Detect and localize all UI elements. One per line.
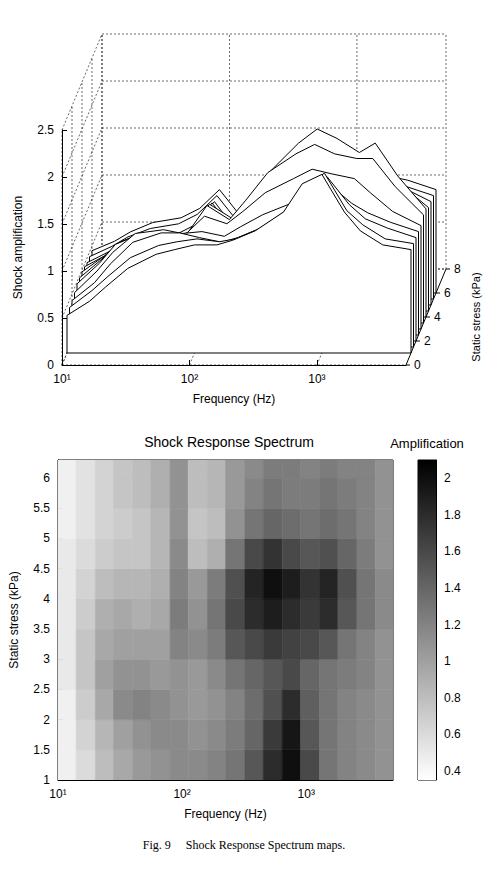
svg-text:1.5: 1.5 bbox=[37, 217, 54, 231]
svg-text:4: 4 bbox=[434, 310, 441, 324]
svg-text:10³: 10³ bbox=[308, 372, 325, 386]
svg-text:1.6: 1.6 bbox=[444, 544, 461, 558]
svg-text:6: 6 bbox=[444, 286, 451, 300]
svg-text:10²: 10² bbox=[181, 372, 198, 386]
svg-text:4: 4 bbox=[43, 592, 50, 606]
svg-text:Static stress (kPa): Static stress (kPa) bbox=[470, 272, 482, 361]
svg-text:Shock amplification: Shock amplification bbox=[11, 196, 25, 299]
svg-text:2.5: 2.5 bbox=[37, 123, 54, 137]
svg-text:10³: 10³ bbox=[298, 787, 315, 801]
svg-text:1: 1 bbox=[47, 264, 54, 278]
svg-text:6: 6 bbox=[43, 471, 50, 485]
svg-text:0: 0 bbox=[47, 358, 54, 372]
svg-text:2: 2 bbox=[43, 713, 50, 727]
svg-text:2: 2 bbox=[424, 334, 431, 348]
svg-text:10¹: 10¹ bbox=[53, 372, 70, 386]
svg-text:Shock Response Spectrum: Shock Response Spectrum bbox=[144, 434, 314, 450]
svg-text:Frequency (Hz): Frequency (Hz) bbox=[184, 807, 267, 821]
svg-text:0.4: 0.4 bbox=[444, 764, 461, 778]
svg-text:8: 8 bbox=[454, 262, 461, 276]
html-text:Fig. 9 Shock Response Spectrum: Fig. 9 Shock Response Spectrum maps. bbox=[142, 838, 346, 852]
svg-text:2: 2 bbox=[47, 170, 54, 184]
svg-text:1.4: 1.4 bbox=[444, 581, 461, 595]
svg-text:1: 1 bbox=[43, 773, 50, 787]
svg-text:10¹: 10¹ bbox=[49, 787, 66, 801]
svg-text:5: 5 bbox=[43, 531, 50, 545]
svg-text:1: 1 bbox=[444, 654, 451, 668]
svg-text:3.5: 3.5 bbox=[33, 622, 50, 636]
svg-text:5.5: 5.5 bbox=[33, 501, 50, 515]
svg-text:2: 2 bbox=[444, 471, 451, 485]
svg-text:4.5: 4.5 bbox=[33, 562, 50, 576]
svg-text:1.2: 1.2 bbox=[444, 618, 461, 632]
svg-text:Amplification: Amplification bbox=[390, 436, 464, 451]
svg-text:10²: 10² bbox=[173, 787, 190, 801]
svg-text:1.5: 1.5 bbox=[33, 743, 50, 757]
svg-text:Frequency (Hz): Frequency (Hz) bbox=[193, 392, 276, 406]
svg-text:0.8: 0.8 bbox=[444, 691, 461, 705]
svg-text:0.5: 0.5 bbox=[37, 311, 54, 325]
svg-text:0.6: 0.6 bbox=[444, 727, 461, 741]
svg-text:2.5: 2.5 bbox=[33, 682, 50, 696]
svg-text:0: 0 bbox=[414, 358, 421, 372]
svg-text:Static stress (kPa): Static stress (kPa) bbox=[7, 571, 21, 668]
svg-text:1.8: 1.8 bbox=[444, 508, 461, 522]
svg-text:3: 3 bbox=[43, 652, 50, 666]
